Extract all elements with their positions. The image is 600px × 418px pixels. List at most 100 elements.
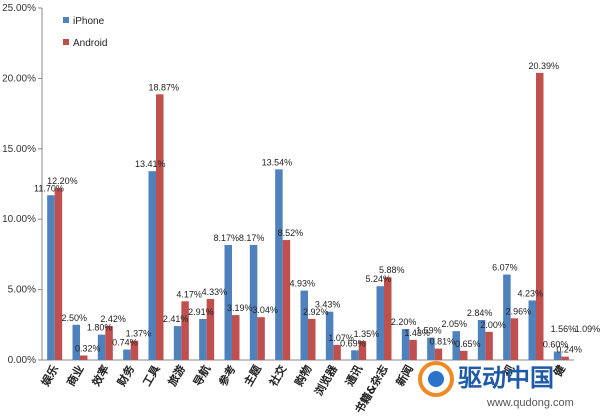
value-label-iphone: 4.93% <box>289 279 315 289</box>
value-label-android: 2.96% <box>506 306 532 316</box>
bar-iphone <box>427 337 435 360</box>
category-label: 旅游 <box>165 363 188 389</box>
bar-iphone <box>275 169 283 360</box>
value-label-android: 2.00% <box>480 320 506 330</box>
value-label-iphone: 2.20% <box>391 317 417 327</box>
value-label-android: 0.32% <box>75 343 101 353</box>
bar-iphone <box>528 300 536 360</box>
watermark-logo-inner-icon <box>428 371 444 387</box>
legend-label-iphone: iPhone <box>73 16 105 27</box>
value-label-iphone: 11.70% <box>34 183 64 193</box>
category-label: 参考 <box>215 363 238 389</box>
value-label-extra: 1.09% <box>575 324 600 334</box>
bar-android <box>561 356 569 360</box>
category-label: 社交 <box>266 363 290 390</box>
legend: iPhone Android <box>63 16 107 49</box>
bar-android <box>282 240 291 360</box>
value-label-android: 2.92% <box>303 307 329 317</box>
bar-android <box>54 188 63 360</box>
bar-android <box>80 355 88 360</box>
bar-android <box>536 72 544 360</box>
category-label: 通讯 <box>343 363 365 389</box>
bar-android <box>156 94 164 361</box>
value-label-android: 1.43% <box>404 328 430 338</box>
watermark-logo-icon <box>418 361 454 397</box>
watermark-url: www.qudong.com <box>486 397 574 409</box>
bar-android <box>434 348 443 360</box>
value-label-android: 4.17% <box>176 289 202 299</box>
value-label-iphone: 13.54% <box>262 157 293 167</box>
bar-iphone <box>123 349 131 360</box>
value-label-iphone: 2.84% <box>467 308 493 318</box>
category-label: 主题 <box>241 362 265 389</box>
value-label-iphone: 0.69% <box>340 338 366 348</box>
category-label: 娱乐 <box>38 363 61 389</box>
y-tick-label: 25.00% <box>2 3 36 14</box>
bar-iphone <box>72 324 80 360</box>
bar-iphone <box>401 329 410 360</box>
bar-iphone <box>553 351 562 360</box>
bar-iphone <box>249 244 258 360</box>
value-label-android: 1.07% <box>328 333 354 343</box>
category-label: 购物 <box>291 363 314 389</box>
y-tick-label: 0.00% <box>8 355 36 366</box>
bar-iphone <box>452 331 460 360</box>
value-label-iphone: 2.50% <box>61 313 87 323</box>
legend-swatch-iphone <box>63 17 69 23</box>
bar-android <box>409 339 417 360</box>
legend-swatch-android <box>63 39 69 45</box>
bar-iphone <box>477 320 486 360</box>
value-label-android: 1.35% <box>354 329 380 339</box>
value-label-android: 1.37% <box>126 329 152 339</box>
y-tick-label: 15.00% <box>2 144 36 155</box>
value-label-android: 12.20% <box>47 176 78 186</box>
bars <box>47 72 569 361</box>
value-label-iphone: 1.59% <box>416 326 442 336</box>
bar-android <box>232 315 240 360</box>
value-label-iphone: 2.05% <box>441 319 467 329</box>
bar-android <box>333 344 341 360</box>
value-label-iphone: 5.24% <box>365 274 391 284</box>
bar-android <box>384 277 392 360</box>
bar-android <box>181 301 189 360</box>
value-label-iphone: 8.17% <box>213 233 239 243</box>
bar-iphone <box>325 311 334 360</box>
value-label-android: 0.81% <box>430 337 456 347</box>
y-tick-label: 20.00% <box>2 73 36 84</box>
category-label: 效率 <box>89 363 112 389</box>
category-label: 导航 <box>190 363 213 389</box>
bar-iphone <box>300 290 308 360</box>
bar-android <box>130 340 139 360</box>
bar-iphone <box>351 350 359 360</box>
value-label-iphone: 8.17% <box>239 233 265 243</box>
value-label-iphone: 3.43% <box>315 300 341 310</box>
value-labels: 11.70%12.20%2.50%0.32%1.80%2.42%0.74%1.3… <box>34 61 600 355</box>
value-label-android: 20.39% <box>528 61 559 71</box>
watermark-brand: 驱动中国 <box>458 364 554 392</box>
bar-iphone <box>47 195 55 360</box>
value-label-android: 4.33% <box>202 287 228 297</box>
bar-android <box>206 299 215 360</box>
value-label-iphone: 0.74% <box>112 338 138 348</box>
value-label-iphone: 0.60% <box>543 340 569 350</box>
bar-iphone <box>376 286 384 360</box>
bar-android <box>308 318 316 360</box>
bar-iphone <box>97 334 106 360</box>
bar-android <box>510 318 519 360</box>
value-label-iphone: 2.41% <box>163 314 189 324</box>
category-label: 新闻 <box>393 363 416 389</box>
value-label-iphone: 2.91% <box>188 307 214 317</box>
bar-iphone <box>148 171 156 360</box>
value-label-extra: 1.56% <box>551 324 577 334</box>
bar-android <box>460 350 468 360</box>
bar-android <box>105 325 113 360</box>
value-label-android: 18.87% <box>148 82 179 92</box>
bar-iphone <box>199 319 207 360</box>
category-label: 商业 <box>63 363 86 389</box>
bar-iphone <box>224 244 232 360</box>
value-label-android: 0.65% <box>455 339 481 349</box>
bar-android <box>257 317 265 360</box>
value-label-android: 3.04% <box>252 305 278 315</box>
category-label: 工具 <box>140 363 162 389</box>
